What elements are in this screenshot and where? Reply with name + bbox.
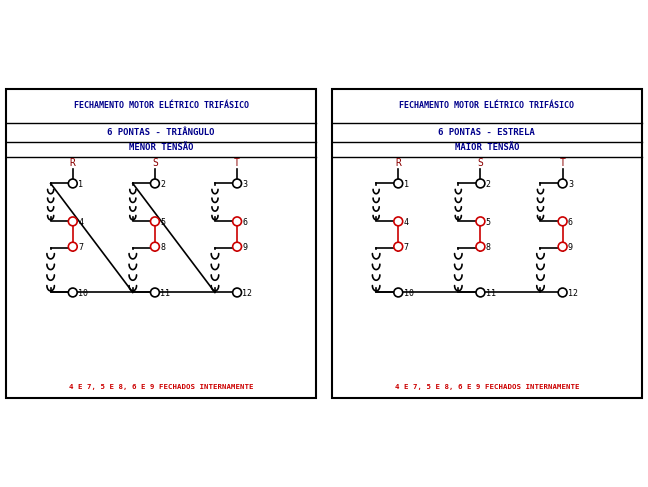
Text: T: T [234, 158, 240, 168]
Circle shape [68, 242, 77, 251]
Text: 1: 1 [404, 180, 409, 188]
Text: 6 PONTAS - TRIÂNGULO: 6 PONTAS - TRIÂNGULO [108, 129, 215, 137]
Circle shape [394, 242, 402, 251]
Text: MENOR TENSÃO: MENOR TENSÃO [129, 143, 194, 151]
Text: 6: 6 [568, 218, 573, 226]
Text: FECHAMENTO MOTOR ELÉTRICO TRIFÁSICO: FECHAMENTO MOTOR ELÉTRICO TRIFÁSICO [399, 101, 574, 110]
Circle shape [150, 217, 159, 226]
Text: 6: 6 [242, 218, 248, 226]
Text: 5: 5 [486, 218, 491, 226]
Text: 12: 12 [568, 289, 578, 298]
Text: 8: 8 [160, 243, 165, 252]
Text: 7: 7 [404, 243, 409, 252]
Circle shape [558, 242, 567, 251]
Text: 7: 7 [78, 243, 83, 252]
Circle shape [476, 288, 485, 297]
Circle shape [68, 288, 77, 297]
Text: 4 E 7, 5 E 8, 6 E 9 FECHADOS INTERNAMENTE: 4 E 7, 5 E 8, 6 E 9 FECHADOS INTERNAMENT… [395, 384, 579, 390]
Circle shape [233, 242, 242, 251]
Text: MAIOR TENSÃO: MAIOR TENSÃO [454, 143, 519, 151]
Text: 4 E 7, 5 E 8, 6 E 9 FECHADOS INTERNAMENTE: 4 E 7, 5 E 8, 6 E 9 FECHADOS INTERNAMENT… [69, 384, 253, 390]
Circle shape [150, 242, 159, 251]
Text: T: T [560, 158, 566, 168]
Circle shape [150, 288, 159, 297]
Text: 11: 11 [160, 289, 170, 298]
Circle shape [150, 179, 159, 188]
Text: 8: 8 [486, 243, 491, 252]
Text: FECHAMENTO MOTOR ELÉTRICO TRIFÁSICO: FECHAMENTO MOTOR ELÉTRICO TRIFÁSICO [74, 101, 249, 110]
Text: S: S [152, 158, 158, 168]
Text: 10: 10 [404, 289, 413, 298]
Circle shape [394, 179, 402, 188]
Circle shape [233, 288, 242, 297]
Circle shape [68, 179, 77, 188]
Text: 4: 4 [78, 218, 83, 226]
Circle shape [68, 217, 77, 226]
Text: 5: 5 [160, 218, 165, 226]
Text: S: S [478, 158, 483, 168]
Text: 9: 9 [242, 243, 248, 252]
Circle shape [558, 288, 567, 297]
Circle shape [233, 179, 242, 188]
Text: 2: 2 [486, 180, 491, 188]
Text: 11: 11 [486, 289, 496, 298]
Circle shape [476, 179, 485, 188]
Text: 12: 12 [242, 289, 253, 298]
Circle shape [394, 217, 402, 226]
Circle shape [394, 288, 402, 297]
Circle shape [476, 242, 485, 251]
Circle shape [476, 217, 485, 226]
Circle shape [558, 179, 567, 188]
Text: 4: 4 [404, 218, 409, 226]
Circle shape [233, 217, 242, 226]
Text: 9: 9 [568, 243, 573, 252]
Text: 10: 10 [78, 289, 88, 298]
Text: R: R [70, 158, 76, 168]
Circle shape [558, 217, 567, 226]
Text: 1: 1 [78, 180, 83, 188]
Text: 3: 3 [568, 180, 573, 188]
Text: 6 PONTAS - ESTRELA: 6 PONTAS - ESTRELA [439, 129, 535, 137]
Text: R: R [395, 158, 401, 168]
Text: 2: 2 [160, 180, 165, 188]
Text: 3: 3 [242, 180, 248, 188]
